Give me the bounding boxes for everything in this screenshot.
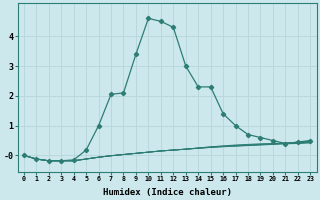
X-axis label: Humidex (Indice chaleur): Humidex (Indice chaleur) [103,188,232,197]
